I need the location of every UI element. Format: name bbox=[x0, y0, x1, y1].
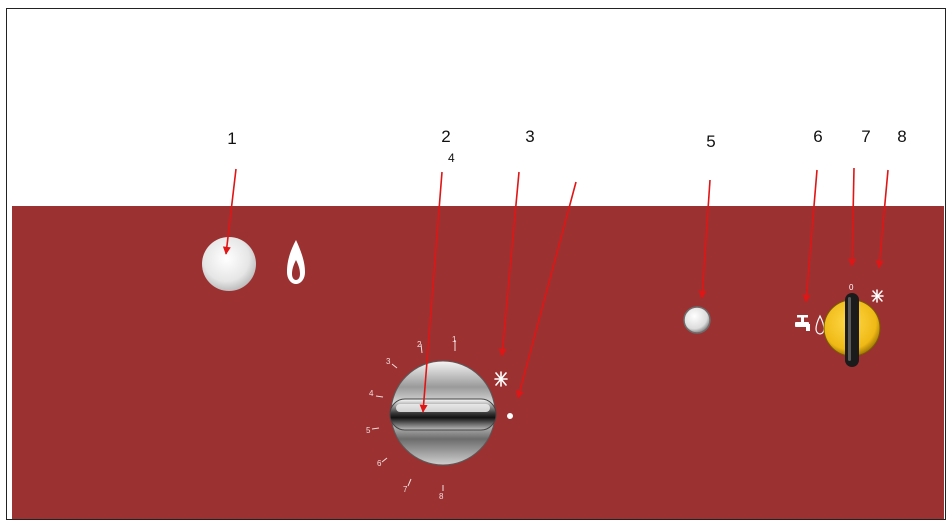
arrow-1 bbox=[222, 168, 237, 255]
callout-number-7: 7 bbox=[861, 127, 871, 146]
arrow-7 bbox=[848, 167, 857, 267]
yellow-selector-knob[interactable] bbox=[823, 293, 881, 367]
dial-label-2: 2 bbox=[417, 340, 422, 349]
callout-number-6: 6 bbox=[813, 127, 823, 146]
small-push-button[interactable] bbox=[683, 306, 711, 334]
dial-label-1: 1 bbox=[452, 335, 457, 344]
selector-zero-label: 0 bbox=[849, 283, 854, 292]
callout-number-8: 8 bbox=[897, 127, 907, 146]
dot-indicator bbox=[507, 413, 513, 419]
dial-label-3: 3 bbox=[386, 357, 391, 366]
arrow-2 bbox=[419, 171, 443, 413]
callout-number-5: 5 bbox=[706, 132, 716, 151]
callout-number-2: 2 bbox=[441, 127, 451, 146]
flame-icon bbox=[287, 240, 305, 284]
control-panel bbox=[12, 206, 944, 519]
callout-number-1: 1 bbox=[227, 129, 237, 148]
spark-icon bbox=[494, 371, 508, 387]
callout-number-4: 4 bbox=[448, 151, 455, 165]
white-push-button[interactable] bbox=[202, 237, 256, 291]
small-flame-icon bbox=[815, 314, 825, 335]
water-tap-icon bbox=[795, 315, 810, 331]
dial-tick-marks bbox=[371, 340, 456, 491]
temperature-dial[interactable] bbox=[389, 360, 497, 466]
dial-label-8: 8 bbox=[439, 492, 444, 501]
dial-labels: 1 2 3 4 5 6 7 8 bbox=[366, 335, 457, 501]
arrow-4 bbox=[516, 181, 577, 399]
callout-arrows bbox=[222, 167, 889, 413]
dial-label-5: 5 bbox=[366, 426, 371, 435]
dial-label-6: 6 bbox=[377, 459, 382, 468]
dial-label-4: 4 bbox=[369, 389, 374, 398]
dial-label-7: 7 bbox=[403, 485, 408, 494]
selector-spark-icon bbox=[871, 289, 884, 303]
arrow-5 bbox=[698, 179, 711, 299]
callout-number-3: 3 bbox=[525, 127, 535, 146]
arrow-3 bbox=[498, 171, 520, 357]
arrow-8 bbox=[875, 169, 889, 269]
arrow-6 bbox=[802, 169, 818, 303]
